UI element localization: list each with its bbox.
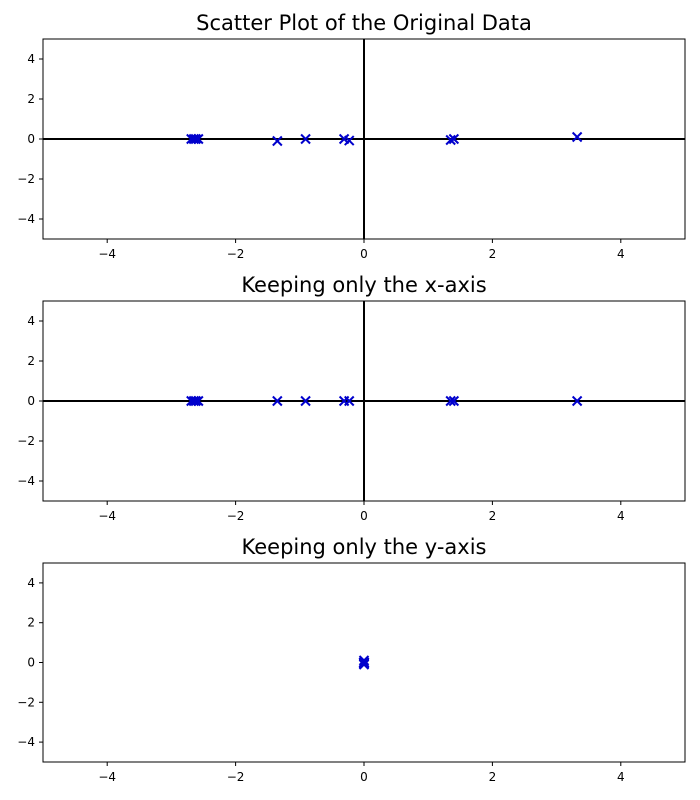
y-tick-label: −2 [17,695,35,709]
data-point [445,134,456,146]
data-point [193,395,204,407]
data-point [358,657,370,668]
y-tick-label: 0 [27,132,35,146]
marker-stroke [193,133,204,145]
data-point [344,395,355,407]
x-tick-label: 2 [489,770,497,784]
data-point [190,133,202,145]
x-tick-label: 0 [360,247,368,261]
y-tick-label: 2 [27,354,35,368]
data-point [571,131,583,143]
y-tick-label: −2 [17,434,35,448]
marker-stroke [272,135,283,147]
data-point [445,395,456,407]
data-point [190,395,202,407]
x-tick-label: −4 [98,509,116,523]
marker-stroke [300,133,311,145]
marker-stroke [445,134,456,146]
y-tick-label: 4 [27,52,35,66]
chart-title: Scatter Plot of the Original Data [196,11,532,35]
marker-stroke [344,135,355,146]
data-point [300,133,311,145]
data-point [272,135,283,147]
data-point [188,395,200,407]
x-tick-label: −4 [98,770,116,784]
x-tick-label: −2 [227,247,245,261]
marker-stroke [448,133,460,145]
marker-stroke [193,395,204,407]
y-tick-label: 4 [27,576,35,590]
marker-stroke [188,395,200,407]
marker-stroke [571,395,583,407]
chart-title: Keeping only the x-axis [241,273,486,297]
x-tick-label: 2 [489,247,497,261]
marker-stroke [190,395,202,407]
panel-original-data: Scatter Plot of the Original Data −4 −2 0 2… [17,11,686,261]
data-point [571,395,583,407]
y-tick-label: 0 [27,394,35,408]
marker-stroke [344,395,355,407]
x-tick-label: −2 [227,770,245,784]
marker-stroke [272,395,283,407]
data-point [193,133,204,145]
marker-stroke [445,395,456,407]
x-tick-label: 0 [360,770,368,784]
data-point [358,655,370,666]
y-tick-label: −4 [17,474,35,488]
y-tick-label: 4 [27,314,35,328]
y-tick-label: 2 [27,616,35,630]
data-point [448,395,460,407]
x-tick-label: −4 [98,247,116,261]
marker-stroke [338,133,350,145]
data-point [272,395,283,407]
panel-y-axis-only: Keeping only the y-axis −4 −2 0 2 4 −4 −2 0 2 4 [17,535,686,784]
data-point [300,395,311,407]
y-tick-label: −4 [17,212,35,226]
x-tick-label: 2 [489,509,497,523]
marker-stroke [190,133,202,145]
marker-stroke [188,133,200,145]
x-tick-label: 4 [617,247,625,261]
y-tick-label: 2 [27,92,35,106]
marker-stroke [300,395,311,407]
marker-stroke [358,657,370,668]
x-tick-label: 0 [360,509,368,523]
y-tick-label: −4 [17,735,35,749]
marker-stroke [448,395,460,407]
chart-title: Keeping only the y-axis [242,535,487,559]
data-point [344,135,355,146]
y-tick-label: 0 [27,656,35,670]
data-point [188,133,200,145]
data-point [448,133,460,145]
y-tick-label: −2 [17,172,35,186]
x-tick-label: 4 [617,770,625,784]
marker-stroke [358,655,370,666]
panel-x-axis-only: Keeping only the x-axis −4 −2 0 2 4 −4 −2 0 2 4 [17,273,686,523]
marker-stroke [571,131,583,143]
x-tick-label: −2 [227,509,245,523]
x-tick-label: 4 [617,509,625,523]
